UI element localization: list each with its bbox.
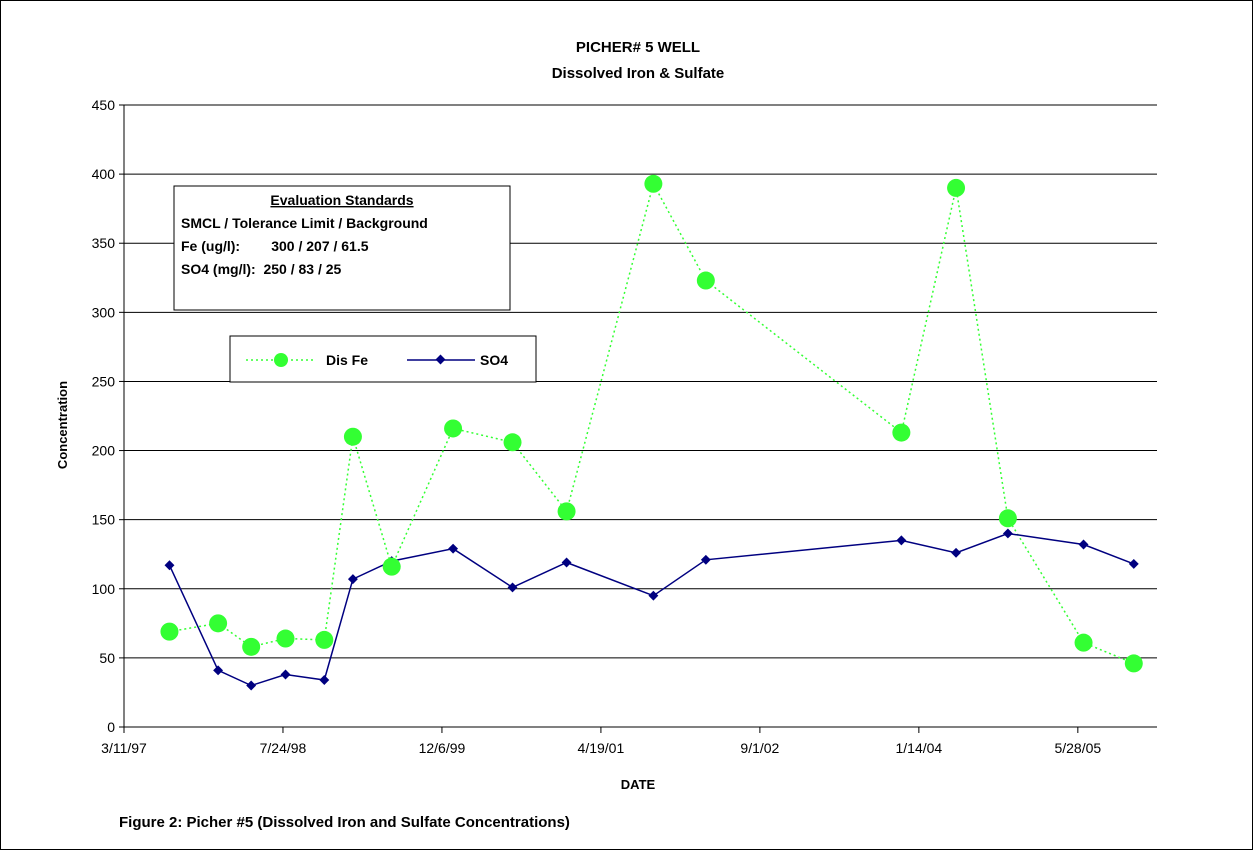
standards-heading: Evaluation Standards <box>270 192 413 208</box>
data-point-so4 <box>347 574 358 585</box>
data-point-dis-fe <box>343 427 362 446</box>
series-layer <box>160 174 1143 691</box>
standards-box: Evaluation Standards SMCL / Tolerance Li… <box>173 185 511 311</box>
y-tick-label: 250 <box>92 373 116 389</box>
data-point-dis-fe <box>1074 633 1093 652</box>
x-tick-label: 9/1/02 <box>740 740 779 756</box>
y-tick-label: 300 <box>92 304 116 320</box>
data-point-dis-fe <box>242 637 261 656</box>
data-point-so4 <box>951 547 961 558</box>
x-tick-label: 3/11/97 <box>101 740 147 756</box>
x-tick-label: 4/19/01 <box>578 740 625 756</box>
y-tick-label: 0 <box>107 719 115 735</box>
x-tick-label: 7/24/98 <box>260 740 307 756</box>
x-axis-title: DATE <box>621 777 656 792</box>
x-tick-label: 12/6/99 <box>419 740 466 756</box>
data-point-dis-fe <box>160 622 179 641</box>
data-point-so4 <box>280 669 291 680</box>
x-tick-label: 1/14/04 <box>896 740 943 756</box>
legend-label-dis-fe: Dis Fe <box>326 352 368 368</box>
data-point-dis-fe <box>644 174 663 193</box>
legend: Dis Fe SO4 <box>229 335 537 383</box>
y-tick-label: 450 <box>92 97 116 113</box>
y-tick-label: 350 <box>92 235 116 251</box>
data-point-dis-fe <box>315 630 334 649</box>
data-point-so4 <box>1078 539 1089 550</box>
data-point-dis-fe <box>1124 654 1143 673</box>
data-point-dis-fe <box>276 629 295 648</box>
data-point-dis-fe <box>696 271 715 290</box>
standards-box-border <box>173 185 511 311</box>
y-tick-label: 150 <box>92 512 116 528</box>
y-tick-label: 100 <box>92 581 116 597</box>
y-tick-label: 400 <box>92 166 116 182</box>
x-tick-label: 5/28/05 <box>1054 740 1101 756</box>
data-point-dis-fe <box>892 423 911 442</box>
legend-marker-so4 <box>435 354 446 365</box>
data-point-dis-fe <box>557 502 576 521</box>
standards-line-1: SMCL / Tolerance Limit / Background <box>181 215 428 231</box>
legend-marker-dis-fe <box>274 353 288 367</box>
chart-title: PICHER# 5 WELL <box>576 39 700 56</box>
figure-caption: Figure 2: Picher #5 (Dissolved Iron and … <box>119 814 570 831</box>
data-point-dis-fe <box>444 419 463 438</box>
y-tick-label: 50 <box>99 650 115 666</box>
data-point-so4 <box>1128 558 1139 569</box>
y-tick-label: 200 <box>92 443 116 459</box>
legend-label-so4: SO4 <box>480 352 508 368</box>
axes: 0 50 100 150 200 250 300 350 400 450 3/11/97 7/24/9… <box>92 97 1157 756</box>
y-axis-title: Concentration <box>55 381 70 469</box>
data-point-dis-fe <box>947 178 966 197</box>
data-point-dis-fe <box>998 509 1017 528</box>
standards-line-2: Fe (ug/l): 300 / 207 / 61.5 <box>181 238 369 254</box>
data-point-so4 <box>1002 528 1013 539</box>
data-point-so4 <box>561 557 572 568</box>
chart-subtitle: Dissolved Iron & Sulfate <box>552 65 725 82</box>
data-point-dis-fe <box>503 433 522 452</box>
data-point-dis-fe <box>382 557 401 576</box>
data-point-so4 <box>700 554 711 565</box>
data-point-so4 <box>896 535 907 546</box>
data-point-so4 <box>319 675 330 685</box>
data-point-dis-fe <box>209 614 228 633</box>
standards-line-3: SO4 (mg/l): 250 / 83 / 25 <box>181 261 342 277</box>
